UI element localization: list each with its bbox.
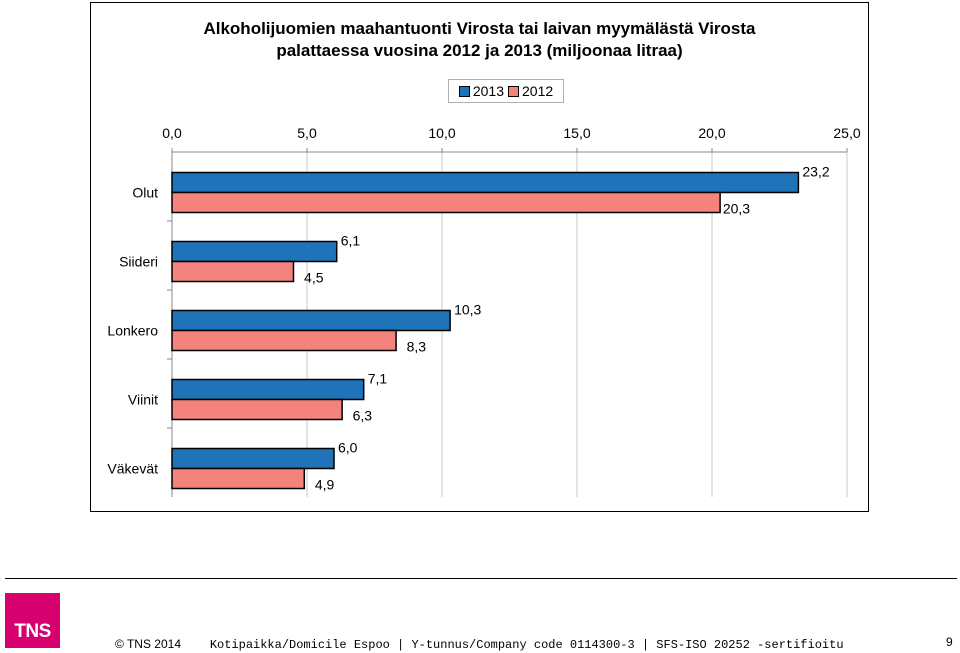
- bar-2012: [171, 329, 397, 352]
- data-label-2012: 20,3: [723, 201, 750, 217]
- chart-legend: 2013 2012: [448, 79, 564, 103]
- legend-label-2013: 2013: [472, 83, 504, 99]
- chart-title-line2: palattaessa vuosina 2012 ja 2013 (miljoo…: [276, 41, 683, 60]
- bar-2013: [171, 309, 451, 332]
- footer-address: Kotipaikka/Domicile Espoo | Y-tunnus/Com…: [209, 638, 844, 652]
- data-label-2013: 6,1: [341, 233, 361, 249]
- data-label-2013: 6,0: [338, 440, 358, 456]
- x-tick-label: 5,0: [297, 125, 317, 141]
- chart-title: Alkoholijuomien maahantuonti Virosta tai…: [90, 18, 869, 62]
- legend-swatch-2012: [508, 85, 519, 97]
- bar-2012: [171, 398, 343, 421]
- category-label: Siideri: [119, 254, 158, 270]
- category-label: Olut: [132, 185, 158, 201]
- bar-2012: [171, 260, 295, 283]
- legend-swatch-2013: [458, 85, 470, 97]
- data-label-2013: 10,3: [454, 302, 481, 318]
- category-label: Väkevät: [107, 461, 158, 477]
- chart-title-line1: Alkoholijuomien maahantuonti Virosta tai…: [203, 19, 756, 38]
- data-label-2012: 8,3: [407, 339, 427, 355]
- x-tick-label: 20,0: [698, 125, 725, 141]
- page-number: 9: [946, 635, 953, 649]
- tns-logo: TNS: [5, 593, 60, 648]
- footer-copyright: © TNS 2014: [115, 637, 181, 651]
- category-label: Viinit: [128, 392, 158, 408]
- x-tick-label: 10,0: [428, 125, 455, 141]
- data-label-2013: 7,1: [368, 371, 388, 387]
- footer-text: © TNS 2014 Kotipaikka/Domicile Espoo | Y…: [115, 637, 844, 652]
- bar-2012: [171, 467, 306, 490]
- bar-2012: [171, 191, 721, 214]
- x-tick-label: 15,0: [563, 125, 590, 141]
- legend-label-2012: 2012: [522, 83, 554, 99]
- data-label-2012: 4,5: [304, 270, 324, 286]
- legend-item-2013: 2013: [458, 83, 504, 99]
- data-label-2013: 23,2: [802, 164, 829, 180]
- legend-item-2012: 2012: [508, 83, 553, 99]
- footer-divider: [5, 578, 957, 579]
- data-label-2012: 4,9: [315, 477, 335, 493]
- data-label-2012: 6,3: [353, 408, 373, 424]
- bar-2013: [171, 447, 335, 470]
- logo-text: TNS: [14, 621, 51, 642]
- bar-2013: [171, 171, 800, 194]
- category-label: Lonkero: [107, 323, 158, 339]
- x-tick-label: 0,0: [162, 125, 182, 141]
- bar-2013: [171, 378, 365, 401]
- bar-chart: 0,0 5,0 10,0 15,0 20,0 25,0 Olut 23,2 20,3 Siider…: [107, 125, 861, 497]
- x-tick-label: 25,0: [833, 125, 860, 141]
- bar-2013: [171, 240, 338, 263]
